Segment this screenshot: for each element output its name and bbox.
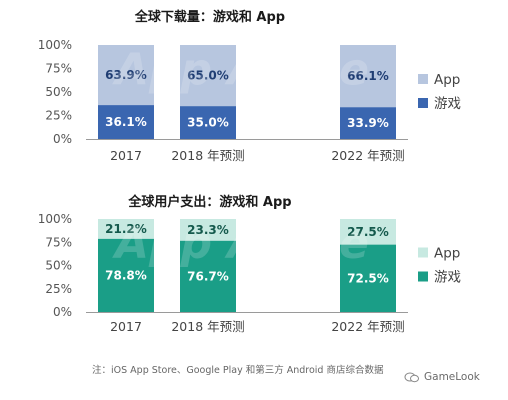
bar-segment-App <box>180 45 236 107</box>
bar-segment-游戏 <box>180 240 236 312</box>
bar-segment-游戏 <box>340 107 396 139</box>
bar-segment-App <box>180 219 236 241</box>
y-tick-label: 0% <box>53 305 72 319</box>
bar-segment-App <box>98 45 154 106</box>
legend-label: App <box>434 246 460 262</box>
footnote: 注：iOS App Store、Google Play 和第三方 Android… <box>92 365 384 376</box>
bar-value-label: 72.5% <box>347 271 389 285</box>
chart-title: 全球下载量：游戏和 App <box>134 9 285 25</box>
brand-name: GameLook <box>424 371 480 383</box>
bar-value-label: 23.3% <box>187 223 229 237</box>
y-tick-label: 100% <box>38 38 72 52</box>
bar-value-label: 65.0% <box>187 69 229 83</box>
bar-segment-App <box>340 45 396 108</box>
bar-value-label: 76.7% <box>187 269 229 283</box>
category-label: 2018 年预测 <box>171 148 244 163</box>
bar-segment-游戏 <box>180 106 236 139</box>
bar-value-label: 21.2% <box>105 222 147 236</box>
bar-segment-游戏 <box>98 238 154 312</box>
legend-label: App <box>434 72 460 88</box>
y-tick-label: 25% <box>45 109 72 123</box>
y-tick-label: 50% <box>45 85 72 99</box>
bar-value-label: 66.1% <box>347 69 389 83</box>
legend-swatch <box>418 247 428 258</box>
y-tick-label: 25% <box>45 282 72 296</box>
spending-chart: 全球用户支出：游戏和 App 100% 75% 50% 25% 0% 78.8% 21.2% 2… <box>38 194 461 334</box>
legend-swatch <box>418 74 428 84</box>
bar-value-label: 35.0% <box>187 116 229 130</box>
legend-swatch <box>418 271 428 282</box>
bar-value-label: 33.9% <box>347 116 389 130</box>
bar-value-label: 36.1% <box>105 115 147 129</box>
category-label: 2018 年预测 <box>171 319 244 334</box>
y-tick-label: 0% <box>53 132 72 146</box>
y-tick-label: 75% <box>45 235 72 249</box>
watermark-text: App Annie <box>112 218 369 269</box>
bar-value-label: 27.5% <box>347 225 389 239</box>
legend-label: 游戏 <box>434 270 461 286</box>
category-label: 2017 <box>110 148 142 163</box>
bar-value-label: 78.8% <box>105 268 147 282</box>
legend-label: 游戏 <box>434 96 461 112</box>
y-tick-label: 50% <box>45 259 72 273</box>
downloads-chart: 全球下载量：游戏和 App 100% 75% 50% 25% 0% 36.1% 63.9% 20… <box>38 9 461 163</box>
brand-mark: GameLook <box>404 371 480 383</box>
bar-segment-App <box>340 219 396 245</box>
category-label: 2022 年预测 <box>331 319 404 334</box>
legend-swatch <box>418 98 428 108</box>
y-tick-label: 100% <box>38 212 72 226</box>
wechat-icon <box>404 372 420 383</box>
bar-segment-游戏 <box>340 244 396 312</box>
bar-value-label: 63.9% <box>105 68 147 82</box>
category-label: 2017 <box>110 319 142 334</box>
chart-title: 全球用户支出：游戏和 App <box>127 194 291 210</box>
bar-segment-游戏 <box>98 105 154 139</box>
y-tick-label: 75% <box>45 62 72 76</box>
category-label: 2022 年预测 <box>331 148 404 163</box>
watermark-text: App Annie <box>112 44 369 95</box>
bar-segment-App <box>98 219 154 239</box>
